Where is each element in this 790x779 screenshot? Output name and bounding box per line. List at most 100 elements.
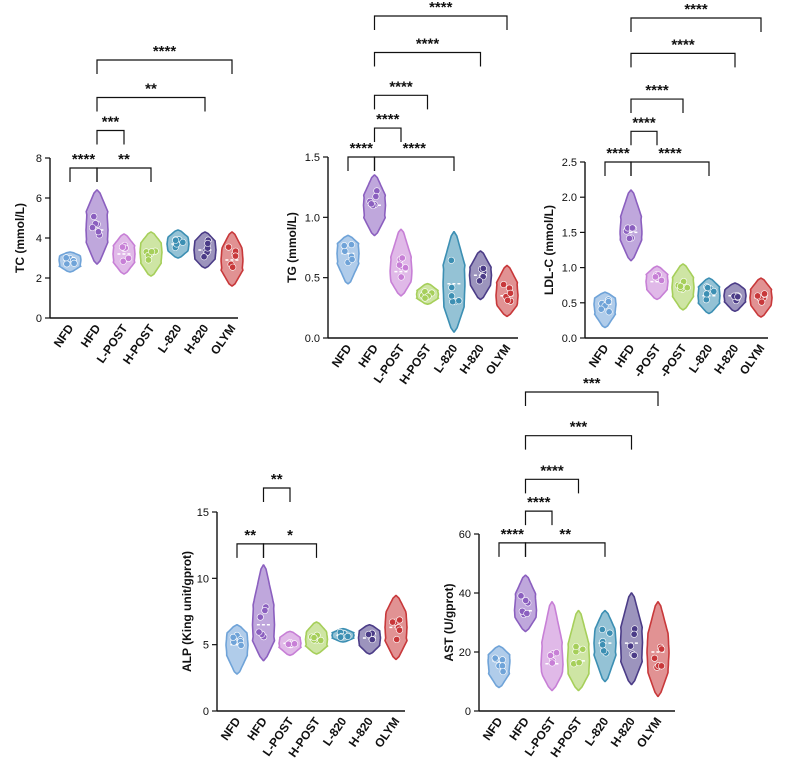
data-point bbox=[628, 224, 636, 232]
y-tick-label: 20 bbox=[459, 647, 471, 659]
data-point bbox=[658, 276, 666, 284]
significance-label: *** bbox=[583, 375, 601, 392]
y-tick-label: 0 bbox=[203, 706, 209, 718]
data-point bbox=[145, 256, 153, 264]
panel-tg: 0.00.51.01.5TG (mmol/L)NFD HFDL-POSTH-POS… bbox=[285, 0, 519, 387]
x-tick-label: NFD bbox=[480, 714, 506, 743]
significance-bracket bbox=[96, 167, 152, 182]
data-point bbox=[522, 597, 530, 605]
x-tick-label: H-820 bbox=[346, 714, 376, 749]
data-point bbox=[448, 283, 456, 291]
data-point bbox=[651, 273, 659, 281]
y-tick-label: 0.0 bbox=[305, 333, 320, 345]
data-point bbox=[448, 292, 456, 300]
data-point bbox=[367, 200, 375, 208]
data-point bbox=[734, 293, 742, 301]
significance-label: **** bbox=[645, 82, 669, 99]
data-point bbox=[447, 256, 455, 264]
x-tick-label: HFD bbox=[506, 714, 532, 743]
x-tick-label: HFD bbox=[612, 341, 638, 370]
data-point bbox=[347, 241, 355, 249]
significance-label: ** bbox=[271, 471, 283, 488]
y-tick-label: 6 bbox=[36, 193, 42, 205]
data-point bbox=[310, 634, 318, 642]
data-point bbox=[710, 287, 718, 295]
data-point bbox=[504, 296, 512, 304]
data-point bbox=[517, 592, 525, 600]
significance-label: * bbox=[287, 527, 293, 544]
significance-bracket bbox=[96, 59, 233, 74]
data-point bbox=[365, 630, 373, 638]
violin-l-post bbox=[645, 265, 669, 301]
data-point bbox=[229, 633, 237, 641]
data-point bbox=[523, 609, 531, 617]
data-point bbox=[397, 273, 405, 281]
data-point bbox=[605, 308, 613, 316]
x-tick-label: H-820 bbox=[457, 341, 487, 376]
data-point bbox=[348, 255, 356, 263]
data-point bbox=[172, 236, 180, 244]
panel-ldlc: 0.0 0.5 1.0 1.5 2.0 2.5 LDL-C (mmol/L) NFD HFD -P… bbox=[542, 1, 773, 380]
data-point bbox=[758, 298, 766, 306]
significance-bracket bbox=[262, 543, 318, 558]
y-tick-label: 8 bbox=[36, 153, 42, 165]
data-point bbox=[88, 224, 96, 232]
data-point bbox=[498, 662, 506, 670]
data-point bbox=[499, 668, 507, 676]
data-point bbox=[597, 305, 605, 313]
y-tick-label: 0 bbox=[36, 313, 42, 325]
y-axis-title: ALP (King unit/gprot) bbox=[180, 551, 194, 672]
significance-label: ** bbox=[559, 526, 571, 543]
violin-nfd bbox=[593, 291, 617, 329]
significance-label: **** bbox=[606, 145, 630, 162]
data-point bbox=[337, 633, 345, 641]
significance-label: ** bbox=[244, 527, 256, 544]
x-tick-label: -POST bbox=[657, 341, 690, 380]
data-point bbox=[389, 618, 397, 626]
x-tick-label: NFD bbox=[218, 714, 244, 743]
data-point bbox=[553, 649, 561, 657]
data-point bbox=[255, 628, 263, 636]
data-point bbox=[598, 626, 606, 634]
x-tick-label: H-820 bbox=[608, 714, 638, 749]
significance-label: **** bbox=[72, 151, 96, 168]
x-tick-label: L-820 bbox=[431, 341, 461, 375]
x-tick-label: L-820 bbox=[582, 714, 612, 748]
y-tick-label: 2.5 bbox=[562, 157, 577, 169]
significance-label: **** bbox=[429, 0, 453, 16]
data-point bbox=[479, 264, 487, 272]
data-point bbox=[396, 626, 404, 634]
y-tick-label: 1.0 bbox=[562, 263, 577, 275]
significance-label: ** bbox=[145, 80, 157, 97]
data-point bbox=[703, 290, 711, 298]
y-tick-label: 40 bbox=[459, 588, 471, 600]
data-point bbox=[630, 630, 638, 638]
data-point bbox=[237, 641, 245, 649]
data-point bbox=[500, 281, 508, 289]
data-point bbox=[658, 645, 666, 653]
violin-olym bbox=[495, 264, 519, 318]
data-point bbox=[625, 234, 633, 242]
significance-label: **** bbox=[501, 526, 525, 543]
significance-bracket bbox=[96, 129, 125, 145]
significance-bracket bbox=[524, 391, 659, 406]
y-tick-label: 1.5 bbox=[562, 227, 577, 239]
significance-bracket bbox=[373, 156, 455, 171]
data-point bbox=[344, 632, 352, 640]
data-point bbox=[94, 228, 102, 236]
data-point bbox=[395, 261, 403, 269]
data-point bbox=[119, 257, 127, 265]
significance-bracket bbox=[630, 52, 736, 68]
data-point bbox=[476, 277, 484, 285]
significance-bracket bbox=[373, 51, 482, 67]
significance-label: *** bbox=[102, 114, 120, 131]
data-point bbox=[599, 641, 607, 649]
significance-bracket bbox=[524, 542, 606, 557]
data-point bbox=[70, 259, 78, 267]
data-point bbox=[507, 289, 515, 297]
y-tick-label: 0 bbox=[465, 706, 471, 718]
data-point bbox=[317, 636, 325, 644]
